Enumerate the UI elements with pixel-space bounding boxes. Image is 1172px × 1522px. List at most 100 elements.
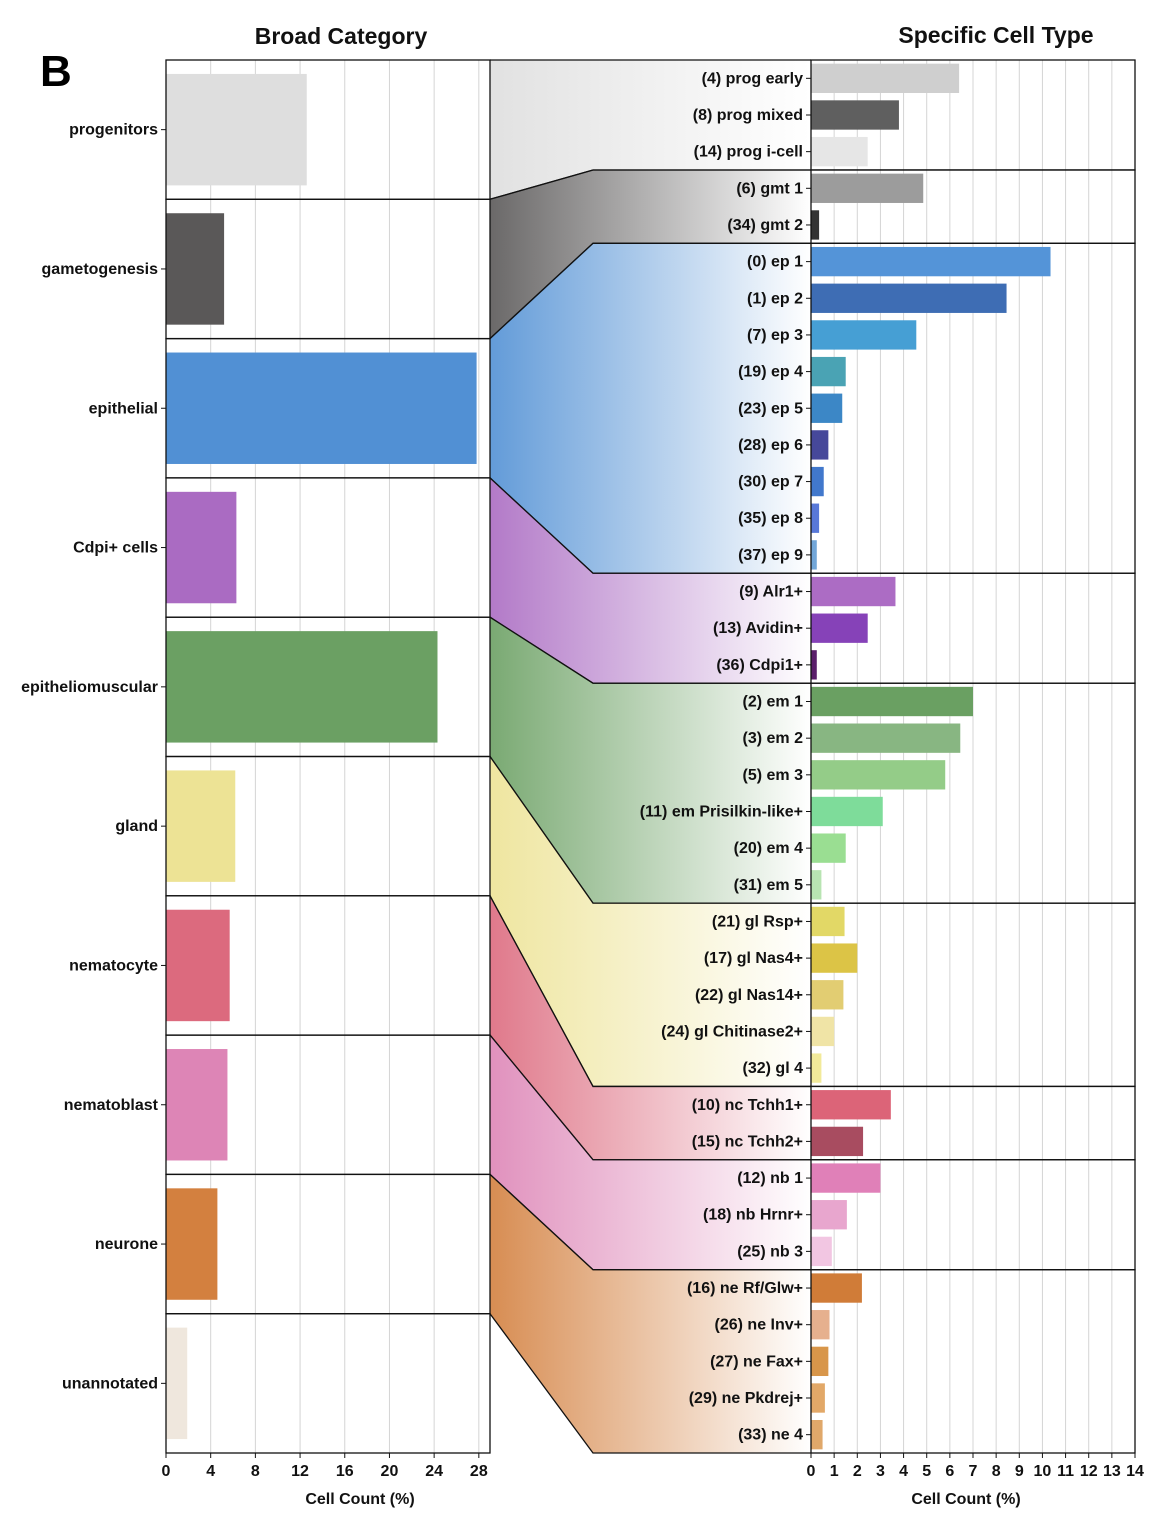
- broad-bar-neurone: [166, 1188, 218, 1300]
- specific-bar-29-ne-pkdrej: [811, 1383, 825, 1413]
- specific-label-34-gmt-2: (34) gmt 2: [727, 217, 803, 234]
- specific-bar-20-em-4: [811, 833, 846, 863]
- broad-label-nematoblast: nematoblast: [64, 1097, 159, 1114]
- specific-label-24-gl-chitinase2: (24) gl Chitinase2+: [661, 1023, 803, 1040]
- specific-bar-22-gl-nas14: [811, 980, 844, 1010]
- connector-edge-top: [489, 242, 811, 340]
- specific-bar-2-em-1: [811, 686, 973, 717]
- specific-label-7-ep-3: (7) ep 3: [747, 327, 803, 344]
- broad-bar-gland: [166, 770, 236, 882]
- specific-x-tick-label: 10: [1034, 1463, 1052, 1480]
- specific-bar-15-nc-tchh2: [811, 1126, 864, 1157]
- specific-x-tick-label: 8: [992, 1463, 1001, 1480]
- specific-bar-9-alr1: [811, 576, 896, 607]
- broad-label-unannotated: unannotated: [62, 1375, 158, 1392]
- connector-band-cdpi-cells: [490, 477, 811, 684]
- specific-label-25-nb-3: (25) nb 3: [737, 1243, 803, 1260]
- specific-label-22-gl-nas14: (22) gl Nas14+: [695, 987, 803, 1004]
- broad-label-neurone: neurone: [95, 1236, 158, 1253]
- specific-x-tick-label: 7: [969, 1463, 978, 1480]
- specific-bar-13-avidin: [811, 613, 868, 643]
- specific-label-36-cdpi1: (36) Cdpi1+: [716, 657, 803, 674]
- specific-label-31-em-5: (31) em 5: [734, 877, 803, 894]
- broad-label-nematocyte: nematocyte: [69, 957, 158, 974]
- specific-bar-24-gl-chitinase2: [811, 1016, 835, 1047]
- specific-x-tick-label: 3: [876, 1463, 885, 1480]
- specific-bar-8-prog-mixed: [811, 100, 899, 130]
- specific-bar-26-ne-inv: [811, 1310, 830, 1340]
- broad-label-epithelial: epithelial: [89, 400, 158, 417]
- specific-bar-7-ep-3: [811, 320, 917, 350]
- broad-bar-progenitors: [166, 73, 307, 186]
- specific-bar-21-gl-rsp: [811, 906, 845, 937]
- connector-band-neurone: [490, 1174, 811, 1453]
- broad-x-tick-label: 0: [162, 1463, 171, 1480]
- broad-bar-unannotated: [166, 1327, 188, 1440]
- connector-band-gametogenesis: [490, 169, 811, 339]
- broad-bar-epitheliomuscular: [166, 631, 438, 743]
- specific-bar-14-prog-i-cell: [811, 136, 868, 167]
- specific-bar-31-em-5: [811, 870, 822, 900]
- specific-bar-6-gmt-1: [811, 173, 924, 203]
- specific-bar-28-ep-6: [811, 430, 829, 460]
- broad-x-tick-label: 20: [381, 1463, 399, 1480]
- connector-band-progenitors: [490, 60, 811, 200]
- specific-label-0-ep-1: (0) ep 1: [747, 254, 803, 271]
- broad-label-progenitors: progenitors: [69, 122, 158, 139]
- specific-label-33-ne-4: (33) ne 4: [738, 1427, 803, 1444]
- specific-bar-18-nb-hrnr: [811, 1200, 847, 1230]
- specific-bar-27-ne-fax: [811, 1346, 829, 1377]
- broad-x-tick-label: 28: [470, 1463, 488, 1480]
- specific-label-17-gl-nas4: (17) gl Nas4+: [704, 950, 803, 967]
- connector-edge-top: [489, 756, 811, 904]
- specific-x-tick-label: 12: [1080, 1463, 1098, 1480]
- specific-x-tick-label: 2: [853, 1463, 862, 1480]
- broad-category-title: Broad Category: [255, 23, 428, 49]
- specific-bar-1-ep-2: [811, 283, 1007, 313]
- specific-label-9-alr1: (9) Alr1+: [739, 584, 803, 601]
- specific-label-27-ne-fax: (27) ne Fax+: [710, 1353, 803, 1370]
- broad-x-tick-label: 8: [251, 1463, 260, 1480]
- specific-bar-0-ep-1: [811, 246, 1051, 277]
- broad-label-gland: gland: [115, 818, 158, 835]
- connector-edge-top: [489, 169, 811, 200]
- specific-x-tick-label: 4: [899, 1463, 908, 1480]
- specific-label-20-em-4: (20) em 4: [734, 840, 803, 857]
- specific-x-tick-label: 11: [1057, 1463, 1074, 1480]
- specific-bar-37-ep-9: [811, 540, 817, 570]
- broad-x-tick-label: 4: [206, 1463, 215, 1480]
- connector-edge-top: [489, 895, 811, 1088]
- specific-bar-3-em-2: [811, 723, 961, 753]
- specific-x-tick-label: 1: [830, 1463, 839, 1480]
- specific-label-5-em-3: (5) em 3: [743, 767, 804, 784]
- connector-edge-top: [489, 477, 811, 574]
- specific-x-tick-label: 6: [945, 1463, 954, 1480]
- connector-bands: [489, 59, 811, 1454]
- specific-x-tick-label: 14: [1126, 1463, 1144, 1480]
- specific-cell-type-title: Specific Cell Type: [898, 22, 1093, 48]
- broad-x-tick-label: 24: [425, 1463, 443, 1480]
- specific-label-19-ep-4: (19) ep 4: [738, 364, 803, 381]
- specific-label-21-gl-rsp: (21) gl Rsp+: [712, 913, 803, 930]
- connector-edge-top: [489, 1034, 811, 1161]
- specific-cell-type-chart: (4) prog early (8) prog mixed (14) prog i-…: [640, 59, 1144, 1480]
- broad-x-tick-label: 12: [291, 1463, 309, 1480]
- connector-band-gland: [490, 756, 811, 1087]
- specific-label-14-prog-i-cell: (14) prog i-cell: [694, 144, 803, 161]
- connector-edge-top: [489, 616, 811, 684]
- broad-x-tick-label: 16: [336, 1463, 354, 1480]
- broad-x-axis-label: Cell Count (%): [305, 1491, 414, 1508]
- broad-bar-nematoblast: [166, 1049, 228, 1161]
- specific-bar-10-nc-tchh1: [811, 1090, 891, 1120]
- specific-x-tick-label: 13: [1103, 1463, 1121, 1480]
- broad-cell-frame: [165, 1313, 491, 1454]
- specific-label-16-ne-rf-glw: (16) ne Rf/Glw+: [687, 1280, 803, 1297]
- broad-bar-nematocyte: [166, 909, 230, 1022]
- specific-label-1-ep-2: (1) ep 2: [747, 290, 803, 307]
- specific-x-tick-label: 5: [922, 1463, 931, 1480]
- specific-label-28-ep-6: (28) ep 6: [738, 437, 803, 454]
- specific-bar-12-nb-1: [811, 1163, 881, 1193]
- specific-bar-35-ep-8: [811, 503, 820, 533]
- broad-label-gametogenesis: gametogenesis: [42, 261, 159, 278]
